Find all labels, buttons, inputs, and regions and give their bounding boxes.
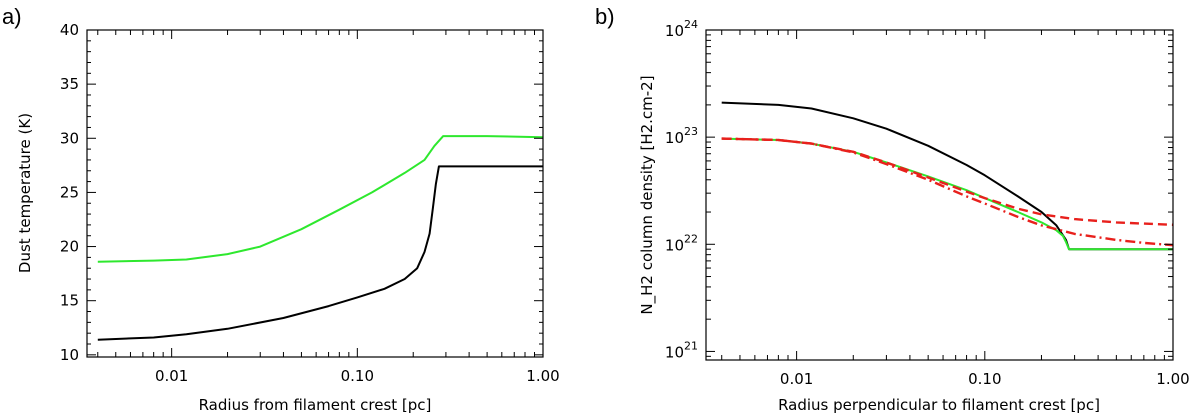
column-density-y-tick-label: 1024 <box>665 18 698 40</box>
temperature-y-tick-label: 40 <box>60 21 79 39</box>
column-density-plot-frame <box>705 29 1174 361</box>
temperature-y-tick-label: 15 <box>60 292 79 310</box>
column-density-y-tick-label: 1023 <box>665 125 698 147</box>
column-density-series-red-dashdot <box>721 137 1174 247</box>
temperature-x-tick-label: 0.10 <box>341 367 374 385</box>
column-density-y-ticks: 1021 1022 1023 1024 <box>665 18 1173 361</box>
column-density-x-axis-label: Radius perpendicular to filament crest [… <box>778 396 1100 414</box>
column-density-x-tick-label: 0.01 <box>780 370 813 388</box>
temperature-y-tick-label: 30 <box>60 129 79 147</box>
temperature-y-ticks: 10 15 20 25 30 35 40 <box>60 21 543 364</box>
temperature-y-tick-label: 35 <box>60 75 79 93</box>
column-density-y-axis-label: N_H2 column density [H2.cm-2] <box>638 75 657 314</box>
column-density-y-tick-label: 1022 <box>665 232 698 254</box>
temperature-series-group <box>97 135 544 341</box>
column-density-x-ticks: 0.01 0.10 1.00 <box>721 30 1190 388</box>
temperature-series-green <box>97 135 544 263</box>
temperature-x-tick-label: 1.00 <box>526 367 559 385</box>
panel-b-label: b) <box>595 4 615 29</box>
column-density-series-black <box>721 101 1173 251</box>
temperature-y-axis-label: Dust temperature (K) <box>16 113 34 273</box>
column-density-y-tick-label: 1021 <box>665 339 698 361</box>
column-density-series-red-dashed <box>721 137 1174 226</box>
temperature-chart: 0.01 0.10 1.00 10 15 20 25 30 35 40 Radius from … <box>16 21 560 414</box>
column-density-series-group <box>721 101 1174 251</box>
column-density-x-tick-label: 0.10 <box>968 370 1001 388</box>
temperature-x-tick-label: 0.01 <box>155 367 188 385</box>
column-density-x-tick-label: 1.00 <box>1156 370 1189 388</box>
temperature-y-tick-label: 10 <box>60 346 79 364</box>
temperature-plot-frame <box>86 29 544 358</box>
temperature-x-axis-label: Radius from filament crest [pc] <box>199 396 432 414</box>
column-density-chart: 0.01 0.10 1.00 1021 1022 1023 1024 Radius per… <box>638 18 1190 414</box>
temperature-y-tick-label: 20 <box>60 238 79 256</box>
temperature-y-tick-label: 25 <box>60 183 79 201</box>
temperature-series-black <box>97 165 543 341</box>
panel-a-label: a) <box>2 4 22 29</box>
temperature-x-ticks: 0.01 0.10 1.00 <box>97 30 560 385</box>
